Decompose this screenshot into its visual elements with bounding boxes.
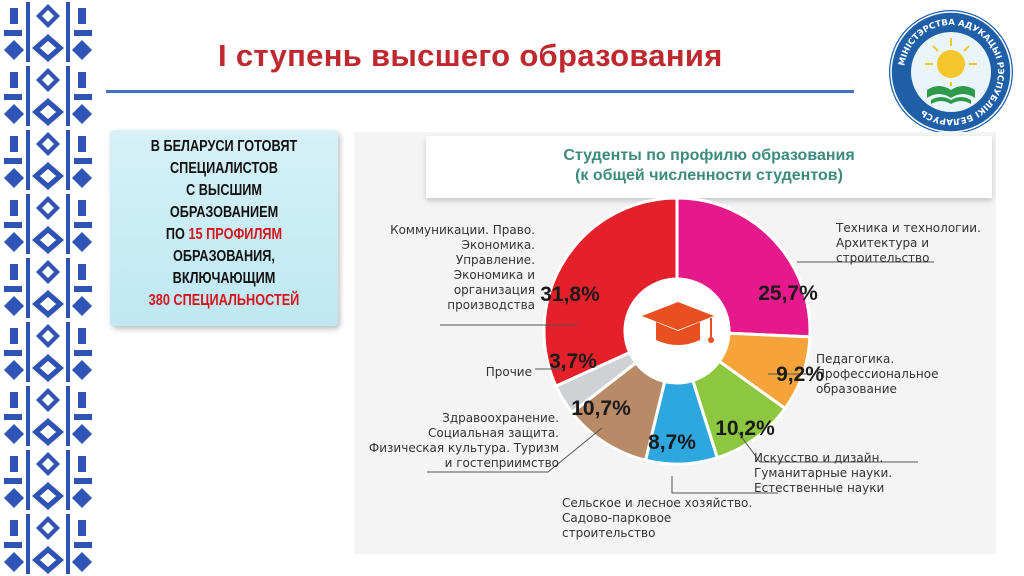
info-line: ОБРАЗОВАНИЯ, (173, 248, 275, 265)
page-title: I ступень высшего образования (218, 38, 723, 73)
slice-value-label: 10,2% (715, 417, 775, 440)
info-line: ВКЛЮЧАЮЩИМ (172, 270, 276, 287)
chart-title-line: (к общей численности студентов) (575, 167, 843, 184)
chart-title: Студенты по профилю образования (к общей … (426, 146, 992, 186)
slice-category-label: Искусство и дизайн. Гуманитарные науки. … (754, 451, 893, 495)
info-line-prefix: ПО (165, 226, 189, 243)
ornament-pattern (0, 0, 96, 576)
info-line: В БЕЛАРУСИ ГОТОВЯТ (150, 138, 298, 155)
slice-category-label: Сельское и лесное хозяйство. Садово-парк… (562, 496, 753, 540)
slice-category-label: Техника и технологии. Архитектура и стро… (836, 221, 981, 265)
ornament-strip (0, 0, 96, 576)
chart-title-line: Студенты по профилю образования (563, 147, 855, 164)
info-line: С ВЫСШИМ ОБРАЗОВАНИЕМ (169, 182, 279, 221)
slice-value-label: 8,7% (648, 431, 696, 454)
slice-value-label: 9,2% (776, 363, 824, 386)
slice-value-label: 25,7% (758, 282, 818, 305)
chart-title-card (426, 136, 992, 198)
title-divider (106, 90, 854, 93)
slice-category-label: Педагогика. Профессиональное образование (816, 352, 939, 396)
profiles-highlight: 15 ПРОФИЛЯМ (188, 226, 283, 243)
info-callout: В БЕЛАРУСИ ГОТОВЯТ СПЕЦИАЛИСТОВ С ВЫСШИМ… (110, 130, 338, 326)
leader-line (671, 476, 778, 494)
specialties-highlight: 380 СПЕЦИАЛЬНОСТЕЙ (148, 292, 300, 309)
slice-category-label: Коммуникации. Право. Экономика. Управлен… (390, 223, 535, 312)
info-line: ПО 15 ПРОФИЛЯМ (137, 224, 311, 246)
slice-value-label: 31,8% (540, 283, 600, 306)
cap-top (642, 302, 714, 330)
leader-line (427, 427, 603, 473)
info-callout-text: В БЕЛАРУСИ ГОТОВЯТ СПЕЦИАЛИСТОВ С ВЫСШИМ… (137, 136, 311, 309)
cap-tassel-end (708, 337, 714, 343)
info-line: СПЕЦИАЛИСТОВ (170, 160, 278, 177)
slice-category-label: Здравоохранение. Социальная защита. Физи… (368, 411, 559, 470)
slice-value-label: 10,7% (571, 397, 631, 420)
leader-line (737, 431, 918, 463)
cap-band (656, 322, 700, 345)
graduation-cap-icon (625, 279, 729, 383)
ministry-emblem: МІНІСТЭРСТВА АДУКАЦЫІ РЭСПУБЛІКІ БЕЛАРУС… (889, 10, 1013, 134)
slice-value-label: 3,7% (549, 350, 597, 373)
slice-category-label: Прочие (485, 365, 532, 379)
